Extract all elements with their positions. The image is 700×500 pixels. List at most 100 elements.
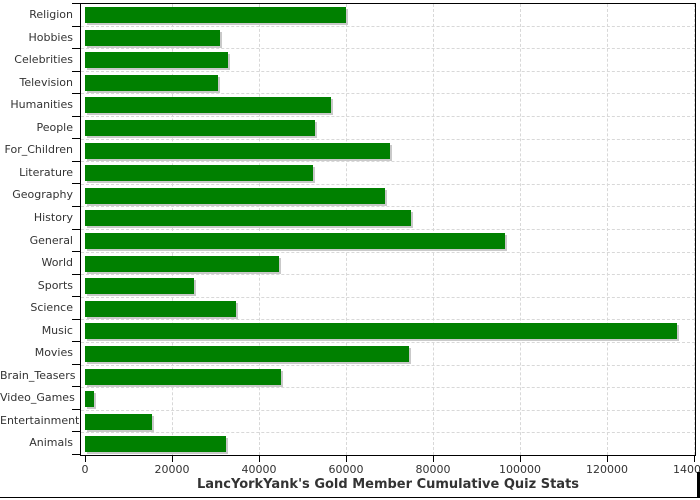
x-axis-tick	[85, 456, 86, 462]
x-tick-label: 100000	[499, 463, 541, 476]
chart-row	[81, 138, 695, 162]
y-axis-tick	[72, 206, 80, 207]
bar	[85, 391, 94, 408]
y-axis-tick	[72, 183, 80, 184]
y-axis-tick	[72, 409, 80, 410]
x-axis-tick	[520, 456, 521, 462]
x-axis-tick	[433, 456, 434, 462]
y-axis-tick	[72, 341, 80, 342]
bar	[85, 436, 227, 453]
y-axis-tick	[72, 454, 80, 455]
bar	[85, 74, 218, 91]
chart-row	[81, 115, 695, 139]
x-tick-label: 120000	[586, 463, 628, 476]
category-label: People	[36, 120, 73, 134]
x-axis-tick	[694, 456, 695, 462]
category-label: Celebrities	[14, 53, 73, 67]
x-axis-tick	[172, 456, 173, 462]
x-tick-label: 140000	[673, 463, 700, 476]
y-axis-tick	[72, 431, 80, 432]
bar	[85, 210, 412, 227]
bar	[85, 323, 677, 340]
category-label: Literature	[19, 165, 73, 179]
category-label: Religion	[29, 8, 73, 21]
y-axis-tick	[72, 161, 80, 162]
x-tick-label: 0	[81, 463, 89, 476]
bar	[85, 187, 386, 204]
chart-row	[81, 228, 695, 252]
category-label: History	[33, 210, 73, 224]
category-label: Sports	[37, 278, 73, 292]
y-axis-tick	[72, 364, 80, 365]
bar	[85, 300, 237, 317]
category-label: Geography	[12, 188, 73, 202]
chart-row	[81, 93, 695, 116]
y-axis-tick	[72, 93, 80, 94]
bar	[85, 52, 228, 69]
y-axis-tick	[72, 386, 80, 387]
chart-row	[81, 319, 695, 342]
category-label: Music	[41, 323, 73, 337]
bar	[85, 255, 279, 272]
category-label: Animals	[29, 436, 73, 450]
chart-row	[81, 161, 695, 184]
chart-row	[81, 48, 695, 71]
chart-row	[81, 251, 695, 275]
chart-row	[81, 274, 695, 297]
y-axis-tick	[72, 116, 80, 117]
category-label: Entertainment	[0, 413, 80, 427]
category-label: Humanities	[10, 98, 73, 112]
chart-row	[81, 432, 695, 455]
category-label: Video_Games	[0, 391, 75, 405]
category-label: Television	[19, 75, 74, 89]
category-label: Science	[30, 301, 73, 315]
bar	[85, 368, 281, 385]
chart-row	[81, 70, 695, 94]
y-axis-tick	[72, 319, 80, 320]
bar	[85, 413, 153, 430]
bar	[85, 7, 346, 23]
x-tick-label: 20000	[154, 463, 190, 476]
bar	[85, 165, 314, 182]
plot-area	[80, 3, 696, 456]
y-axis-tick	[72, 48, 80, 49]
chart-row	[81, 409, 695, 433]
bar	[85, 97, 331, 114]
y-axis-tick	[72, 251, 80, 252]
y-axis-tick	[72, 26, 80, 27]
category-label: World	[41, 256, 73, 270]
category-label: Hobbies	[28, 30, 73, 44]
x-axis-tick	[259, 456, 260, 462]
y-axis-tick	[72, 71, 80, 72]
category-label: Movies	[34, 346, 73, 360]
chart-title: LancYorkYank's Gold Member Cumulative Qu…	[196, 477, 580, 492]
y-axis-tick	[72, 138, 80, 139]
bar	[85, 29, 220, 46]
chart-row	[81, 387, 695, 410]
chart-row	[81, 206, 695, 229]
y-axis-tick	[72, 229, 80, 230]
chart-row	[81, 341, 695, 365]
x-axis-tick	[346, 456, 347, 462]
right-frame-line	[697, 472, 700, 498]
chart-row	[81, 364, 695, 388]
chart-row	[81, 25, 695, 49]
bar	[85, 119, 315, 136]
x-axis-tick	[607, 456, 608, 462]
x-tick-label: 60000	[328, 463, 364, 476]
chart-row	[81, 296, 695, 320]
bar	[85, 142, 390, 159]
bar-rows-layer	[81, 4, 695, 455]
category-label: For_Children	[4, 143, 73, 157]
x-tick-label: 40000	[241, 463, 277, 476]
bar	[85, 232, 505, 249]
category-label: Brain_Teasers	[0, 368, 76, 382]
bar	[85, 345, 410, 362]
chart-row	[81, 4, 695, 26]
bottom-frame-line	[0, 497, 700, 498]
category-label: General	[29, 233, 73, 247]
x-tick-label: 80000	[415, 463, 451, 476]
bar	[85, 278, 194, 295]
chart-row	[81, 183, 695, 207]
